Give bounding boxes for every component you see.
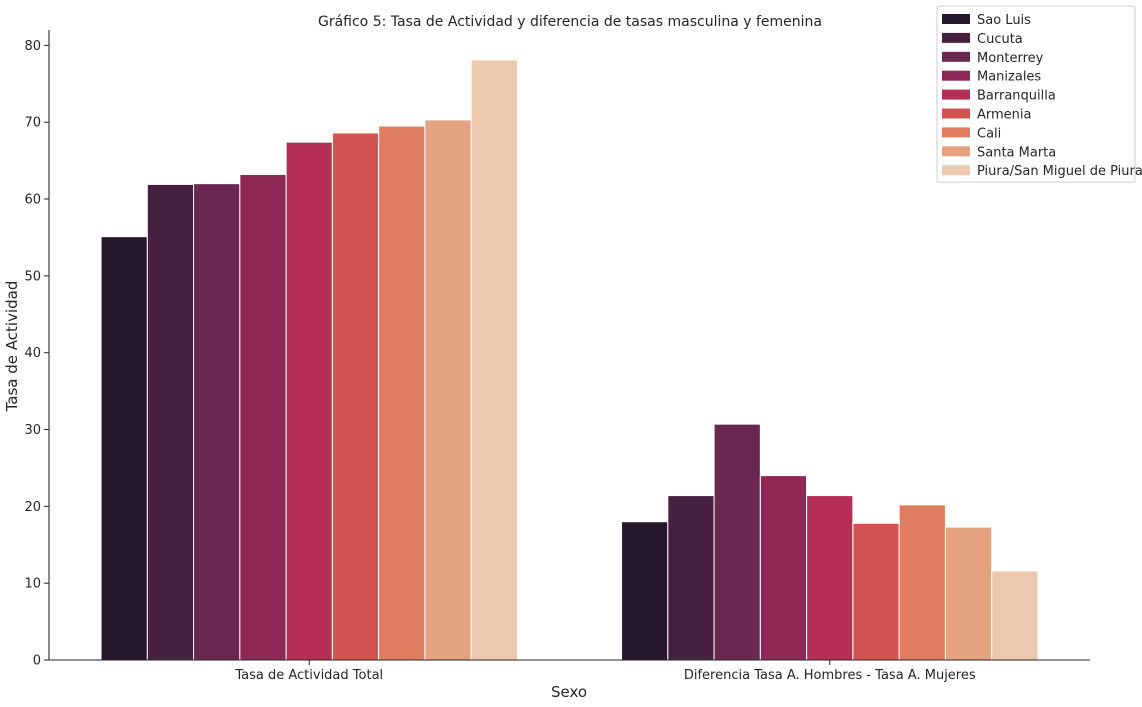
y-tick-label: 80 (24, 39, 41, 54)
y-tick-label: 0 (33, 654, 41, 669)
y-axis: 0 10 20 30 40 50 60 70 80 (24, 30, 50, 669)
legend-swatch (942, 127, 970, 138)
chart-title: Gráfico 5: Tasa de Actividad y diferenci… (318, 14, 822, 30)
legend-swatch (942, 108, 970, 119)
bar-1-3 (193, 183, 241, 661)
legend-label: Piura/San Miguel de Piura (977, 164, 1142, 179)
bar-2-5 (806, 495, 854, 661)
bar-2-3 (713, 423, 761, 661)
bar-2-9 (991, 570, 1039, 661)
bar-1-1 (100, 236, 148, 661)
bar-2-6 (852, 522, 900, 661)
x-axis: Tasa de Actividad Total Diferencia Tasa A… (49, 659, 1090, 683)
y-tick-label: 10 (24, 577, 41, 592)
y-tick-label: 60 (24, 193, 41, 208)
y-tick-label: 50 (24, 269, 41, 284)
legend-swatch (942, 146, 970, 157)
y-axis-label: Tasa de Actividad (3, 281, 21, 413)
y-tick-label: 30 (24, 423, 41, 438)
legend: Sao Luis Cucuta Monterrey Manizales Barranqu… (936, 5, 1142, 183)
legend-label: Cali (977, 126, 1001, 141)
legend-swatch (942, 51, 970, 62)
bar-2-1 (621, 521, 669, 661)
legend-label: Sao Luis (977, 13, 1031, 28)
legend-label: Manizales (977, 70, 1041, 85)
legend-label: Cucuta (977, 32, 1023, 47)
legend-box (936, 5, 1136, 183)
bar-1-5 (285, 141, 333, 661)
legend-label: Santa Marta (977, 145, 1056, 160)
bar-2-7 (898, 504, 946, 661)
legend-label: Armenia (977, 108, 1032, 123)
legend-swatch (942, 32, 970, 43)
legend-swatch (942, 70, 970, 81)
y-tick-label: 70 (24, 116, 41, 131)
x-tick-label: Tasa de Actividad Total (234, 668, 383, 683)
bar-1-6 (331, 132, 380, 661)
x-tick-label: Diferencia Tasa A. Hombres - Tasa A. Muj… (684, 668, 976, 683)
y-tick-label: 40 (24, 346, 41, 361)
legend-swatch (942, 89, 970, 100)
bar-2-2 (667, 495, 715, 661)
bar-1-7 (378, 125, 426, 661)
bar-2-8 (944, 526, 993, 661)
bars-group (100, 59, 1039, 661)
legend-label: Barranquilla (977, 89, 1056, 104)
legend-swatch (942, 14, 970, 24)
y-tick-label: 20 (24, 500, 41, 515)
bar-1-4 (239, 173, 287, 661)
x-axis-label: Sexo (551, 683, 587, 701)
bar-2-4 (759, 475, 808, 661)
bar-1-2 (146, 183, 195, 661)
legend-swatch (942, 165, 970, 176)
legend-label: Monterrey (977, 51, 1044, 66)
bar-1-8 (424, 119, 472, 661)
bar-1-9 (470, 59, 518, 661)
